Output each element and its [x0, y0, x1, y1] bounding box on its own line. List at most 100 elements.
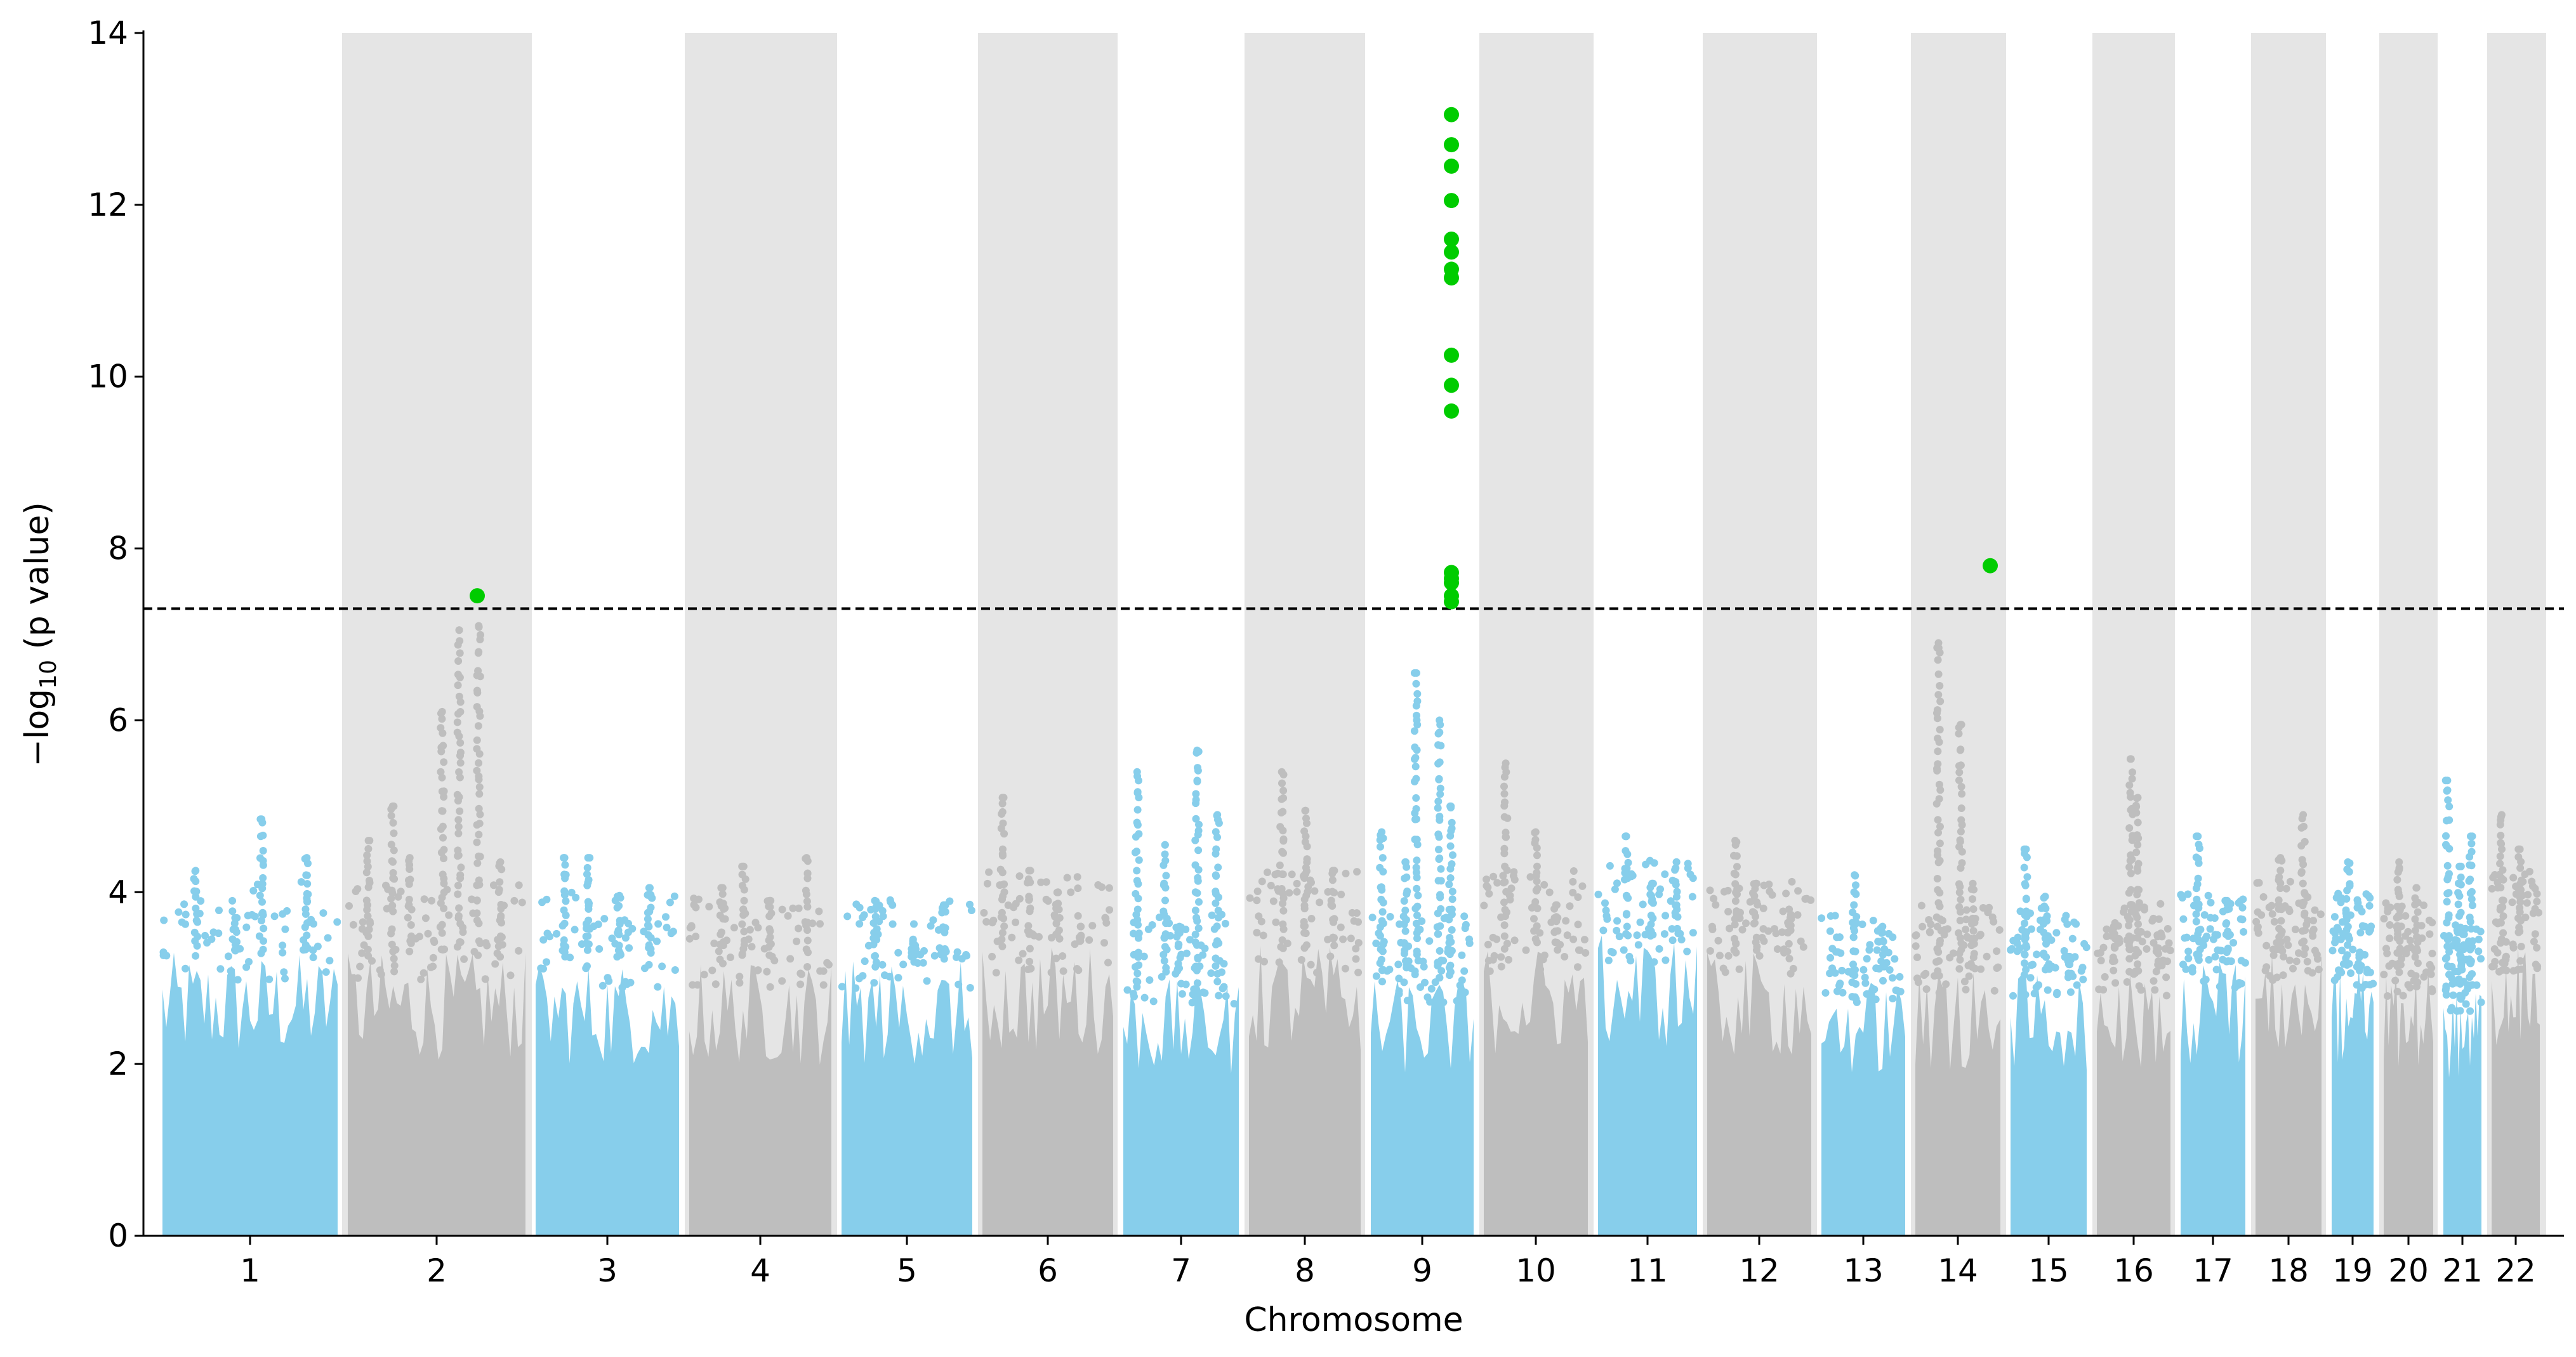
snp-point	[2101, 973, 2109, 981]
snp-point	[1339, 935, 1347, 943]
snp-point	[1566, 902, 1574, 910]
snp-point	[1533, 862, 1541, 870]
snp-point	[662, 913, 670, 921]
snp-point	[1536, 966, 1545, 973]
snp-point	[2335, 966, 2342, 974]
snp-point	[2261, 966, 2269, 974]
snp-point	[1500, 782, 1508, 790]
snp-point	[1134, 949, 1142, 957]
snp-peak-point	[364, 837, 373, 844]
snp-peak-point	[1161, 841, 1169, 849]
snp-point	[1278, 870, 1286, 878]
snp-point	[998, 929, 1007, 937]
snp-point	[388, 857, 396, 865]
snp-point	[473, 909, 481, 917]
snp-point	[2516, 898, 2525, 906]
snp-point	[852, 900, 861, 908]
snp-point	[1936, 839, 1944, 848]
snp-point	[456, 749, 465, 757]
snp-point	[1024, 922, 1033, 930]
snp-point	[454, 881, 462, 889]
snp-point	[878, 960, 887, 969]
snp-point	[1934, 847, 1941, 855]
snp-point	[1730, 869, 1738, 877]
snp-point	[1575, 946, 1583, 954]
snp-point	[1394, 960, 1403, 969]
snp-point	[666, 898, 674, 907]
snp-point	[1259, 931, 1267, 940]
snp-point	[1613, 917, 1622, 925]
snp-point	[2366, 894, 2374, 902]
snp-point	[460, 955, 468, 963]
snp-point	[1133, 788, 1142, 796]
snp-point	[583, 946, 591, 954]
snp-point	[2454, 889, 2462, 897]
snp-point	[793, 937, 801, 945]
snp-point	[453, 718, 461, 726]
snp-peak-point	[455, 626, 463, 634]
snp-point	[1448, 818, 1456, 827]
snp-point	[816, 920, 824, 928]
snp-point	[2128, 836, 2136, 844]
snp-point	[1712, 901, 1720, 909]
snp-point	[1279, 794, 1288, 802]
snp-point	[1215, 992, 1223, 1000]
snp-point	[387, 895, 395, 903]
snp-point	[1288, 870, 1296, 879]
snp-point	[1173, 965, 1182, 973]
chromosome-9-density	[1371, 980, 1474, 1236]
snp-point	[1208, 911, 1216, 919]
snp-point	[1970, 950, 1978, 958]
snp-point	[2194, 930, 2202, 938]
snp-point	[1969, 905, 1978, 913]
chromosome-7-points	[1123, 746, 1239, 1236]
snp-point	[1129, 990, 1137, 998]
snp-point	[1861, 979, 1870, 987]
snp-point	[1879, 938, 1887, 946]
snp-point	[1620, 946, 1628, 954]
snp-point	[1922, 985, 1931, 993]
snp-point	[718, 890, 727, 898]
snp-point	[438, 929, 446, 937]
snp-point	[319, 909, 327, 917]
snp-point	[2328, 947, 2337, 955]
snp-point	[453, 790, 461, 799]
snp-peak-point	[584, 854, 592, 862]
snp-point	[349, 921, 357, 929]
snp-point	[437, 899, 445, 907]
snp-point	[1019, 950, 1027, 958]
snp-point	[872, 958, 880, 966]
snp-point	[2040, 928, 2048, 936]
snp-point	[1501, 878, 1509, 886]
x-tick-label-chr4: 4	[750, 1252, 770, 1289]
snp-point	[1448, 860, 1456, 868]
snp-point	[1010, 903, 1018, 912]
snp-point	[1160, 879, 1168, 888]
snp-point	[2143, 930, 2151, 938]
snp-point	[1278, 848, 1286, 856]
snp-point	[2402, 950, 2410, 957]
snp-point	[2195, 956, 2203, 964]
snp-point	[1621, 875, 1628, 884]
snp-point	[1934, 886, 1942, 894]
snp-point	[803, 963, 812, 971]
snp-point	[1503, 814, 1512, 822]
snp-peak-point	[1502, 759, 1510, 768]
y-axis-title-prefix: −log	[18, 689, 56, 767]
snp-peak-point	[1752, 879, 1760, 888]
snp-point	[1302, 929, 1310, 938]
snp-point	[1414, 891, 1422, 900]
snp-point	[1253, 929, 1261, 937]
x-tick-label-chr2: 2	[426, 1252, 447, 1289]
snp-point	[159, 952, 168, 959]
snp-point	[1955, 950, 1964, 957]
snp-point	[2125, 967, 2134, 976]
snp-point	[1708, 926, 1717, 933]
snp-point	[998, 935, 1006, 943]
snp-point	[2466, 889, 2474, 898]
snp-point	[2499, 912, 2507, 921]
snp-point	[1506, 896, 1514, 904]
snp-point	[2052, 929, 2061, 937]
snp-point	[439, 822, 447, 830]
snp-point	[2298, 856, 2306, 864]
